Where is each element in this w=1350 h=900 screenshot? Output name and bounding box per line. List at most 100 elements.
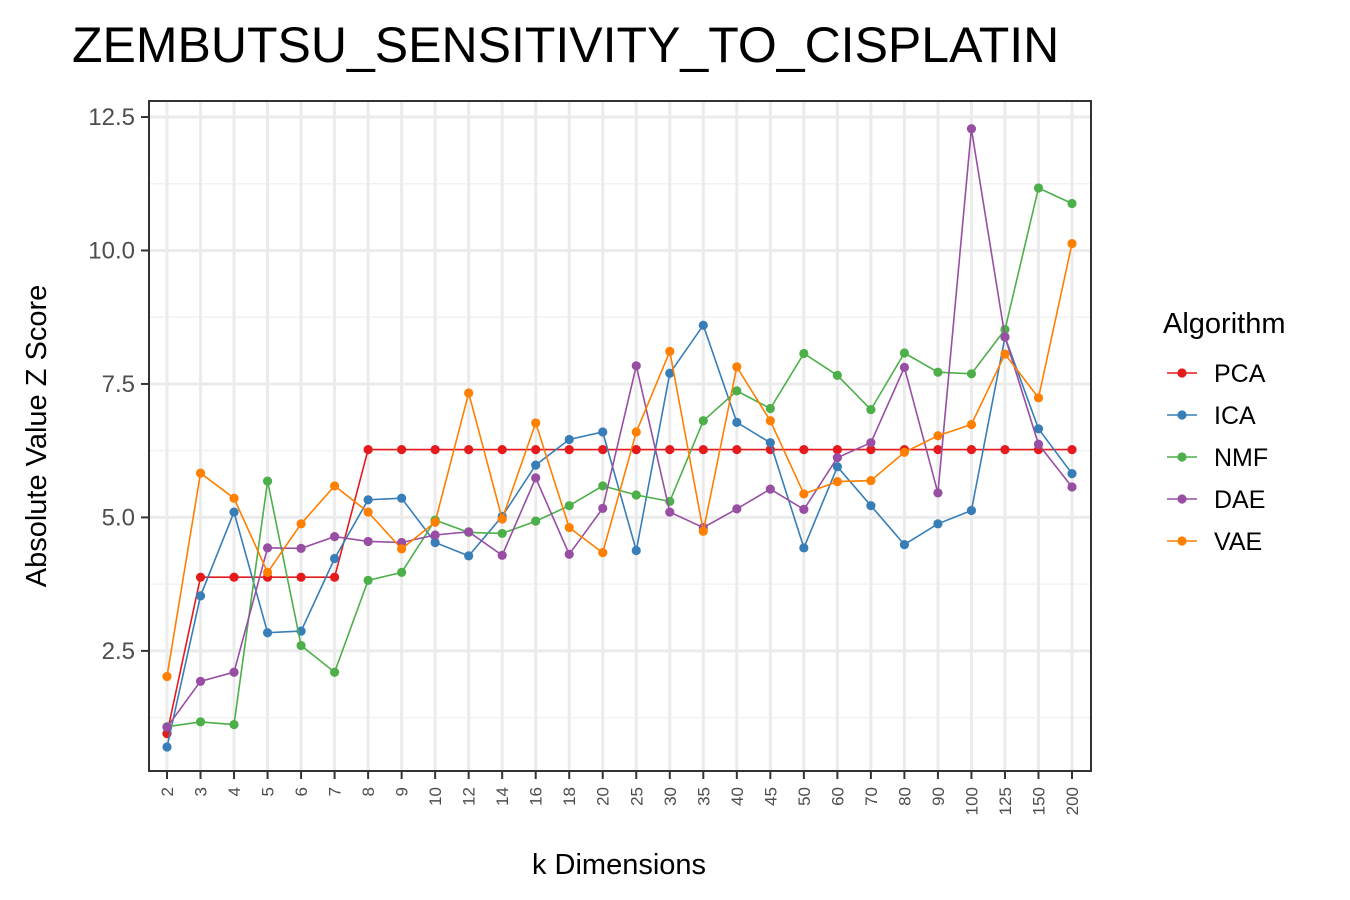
data-point-dae-14 [497, 550, 507, 560]
x-tick-label: 18 [560, 787, 579, 806]
data-point-vae-8 [363, 507, 373, 517]
data-point-nmf-200 [1067, 198, 1077, 209]
series-vae [162, 238, 1077, 682]
data-point-ica-90 [933, 519, 943, 529]
data-point-ica-60 [832, 462, 842, 472]
data-point-ica-7 [329, 553, 340, 564]
x-tick-label: 7 [326, 787, 345, 796]
x-tick-label: 100 [962, 787, 981, 815]
y-axis-title: Absolute Value Z Score [21, 285, 53, 588]
legend-item-vae: VAE [1167, 528, 1262, 556]
data-point-ica-16 [531, 460, 541, 470]
legend-label: VAE [1214, 528, 1262, 556]
data-point-pca-30 [665, 445, 675, 455]
x-tick-label: 10 [426, 787, 445, 806]
data-point-vae-100 [966, 419, 977, 430]
data-point-nmf-9 [397, 567, 407, 578]
x-tick-label: 6 [292, 787, 311, 796]
legend-item-nmf: NMF [1167, 444, 1268, 472]
data-point-dae-80 [899, 362, 910, 372]
data-point-ica-200 [1067, 469, 1077, 479]
data-point-dae-8 [363, 536, 373, 547]
data-point-ica-5 [262, 628, 273, 638]
data-point-dae-60 [832, 453, 842, 463]
data-point-pca-20 [598, 445, 608, 455]
data-point-vae-25 [631, 427, 641, 437]
legend-label: PCA [1214, 360, 1266, 388]
x-tick-label: 14 [493, 787, 512, 806]
x-tick-label: 9 [393, 787, 412, 796]
data-point-ica-35 [698, 320, 708, 330]
x-tick-label: 35 [694, 787, 713, 806]
legend-key-point [1177, 536, 1187, 546]
data-point-ica-3 [195, 591, 206, 601]
data-point-dae-16 [531, 473, 541, 483]
data-point-dae-45 [765, 484, 775, 494]
data-point-vae-150 [1033, 393, 1044, 403]
data-point-vae-2 [162, 671, 172, 682]
x-tick-label: 5 [259, 787, 278, 796]
data-point-dae-6 [296, 543, 306, 553]
data-point-vae-70 [866, 475, 876, 486]
legend-item-pca: PCA [1167, 360, 1266, 388]
data-point-vae-18 [564, 522, 574, 533]
data-point-dae-3 [195, 676, 206, 686]
series-line-ica [166, 323, 1073, 748]
data-point-nmf-40 [732, 386, 742, 396]
data-point-dae-20 [598, 503, 608, 513]
y-tick-label: 12.5 [88, 104, 135, 131]
data-point-nmf-80 [899, 348, 910, 358]
data-point-nmf-14 [497, 528, 507, 539]
data-point-ica-45 [765, 438, 775, 448]
data-point-nmf-5 [262, 476, 273, 486]
data-point-pca-9 [397, 445, 407, 455]
data-point-pca-70 [866, 445, 876, 455]
legend-title: Algorithm [1163, 308, 1286, 340]
data-point-dae-18 [564, 549, 574, 559]
x-tick-label: 2 [158, 787, 177, 796]
data-point-vae-125 [1000, 349, 1010, 359]
data-point-pca-3 [195, 572, 206, 582]
data-point-vae-40 [732, 362, 742, 372]
data-point-nmf-7 [329, 667, 340, 677]
data-point-pca-4 [229, 572, 239, 582]
data-point-dae-70 [866, 438, 876, 448]
data-point-pca-35 [698, 445, 708, 455]
data-point-nmf-45 [765, 403, 775, 414]
data-point-nmf-4 [229, 719, 239, 730]
data-point-nmf-35 [698, 416, 708, 426]
data-point-ica-10 [430, 537, 440, 548]
x-tick-label: 40 [728, 787, 747, 806]
data-point-vae-14 [497, 514, 507, 524]
data-point-nmf-70 [866, 404, 876, 415]
series-line-dae [166, 128, 1073, 728]
data-point-pca-18 [564, 445, 574, 455]
data-point-vae-12 [464, 388, 474, 398]
data-point-ica-18 [564, 434, 574, 445]
data-point-ica-9 [397, 493, 407, 503]
data-point-vae-16 [531, 418, 541, 428]
data-point-nmf-90 [933, 367, 943, 377]
y-tick-label: 5.0 [102, 504, 135, 531]
data-point-dae-200 [1067, 482, 1077, 492]
data-point-dae-7 [329, 532, 340, 542]
x-tick-label: 150 [1029, 787, 1048, 815]
data-point-pca-7 [329, 572, 340, 582]
legend-label: NMF [1214, 444, 1268, 472]
data-point-ica-100 [966, 505, 977, 516]
data-point-pca-50 [799, 445, 809, 455]
legend-key-point [1177, 410, 1187, 420]
data-point-vae-30 [665, 346, 675, 356]
data-point-nmf-20 [598, 481, 608, 491]
x-tick-label: 125 [996, 787, 1015, 815]
x-tick-label: 8 [359, 787, 378, 796]
data-point-vae-9 [397, 544, 407, 554]
data-point-pca-6 [296, 572, 306, 582]
data-point-vae-45 [765, 416, 775, 426]
data-point-nmf-50 [799, 348, 809, 359]
data-point-nmf-16 [531, 516, 541, 526]
x-tick-label: 20 [594, 787, 613, 806]
plot-panel-border [148, 100, 1092, 772]
